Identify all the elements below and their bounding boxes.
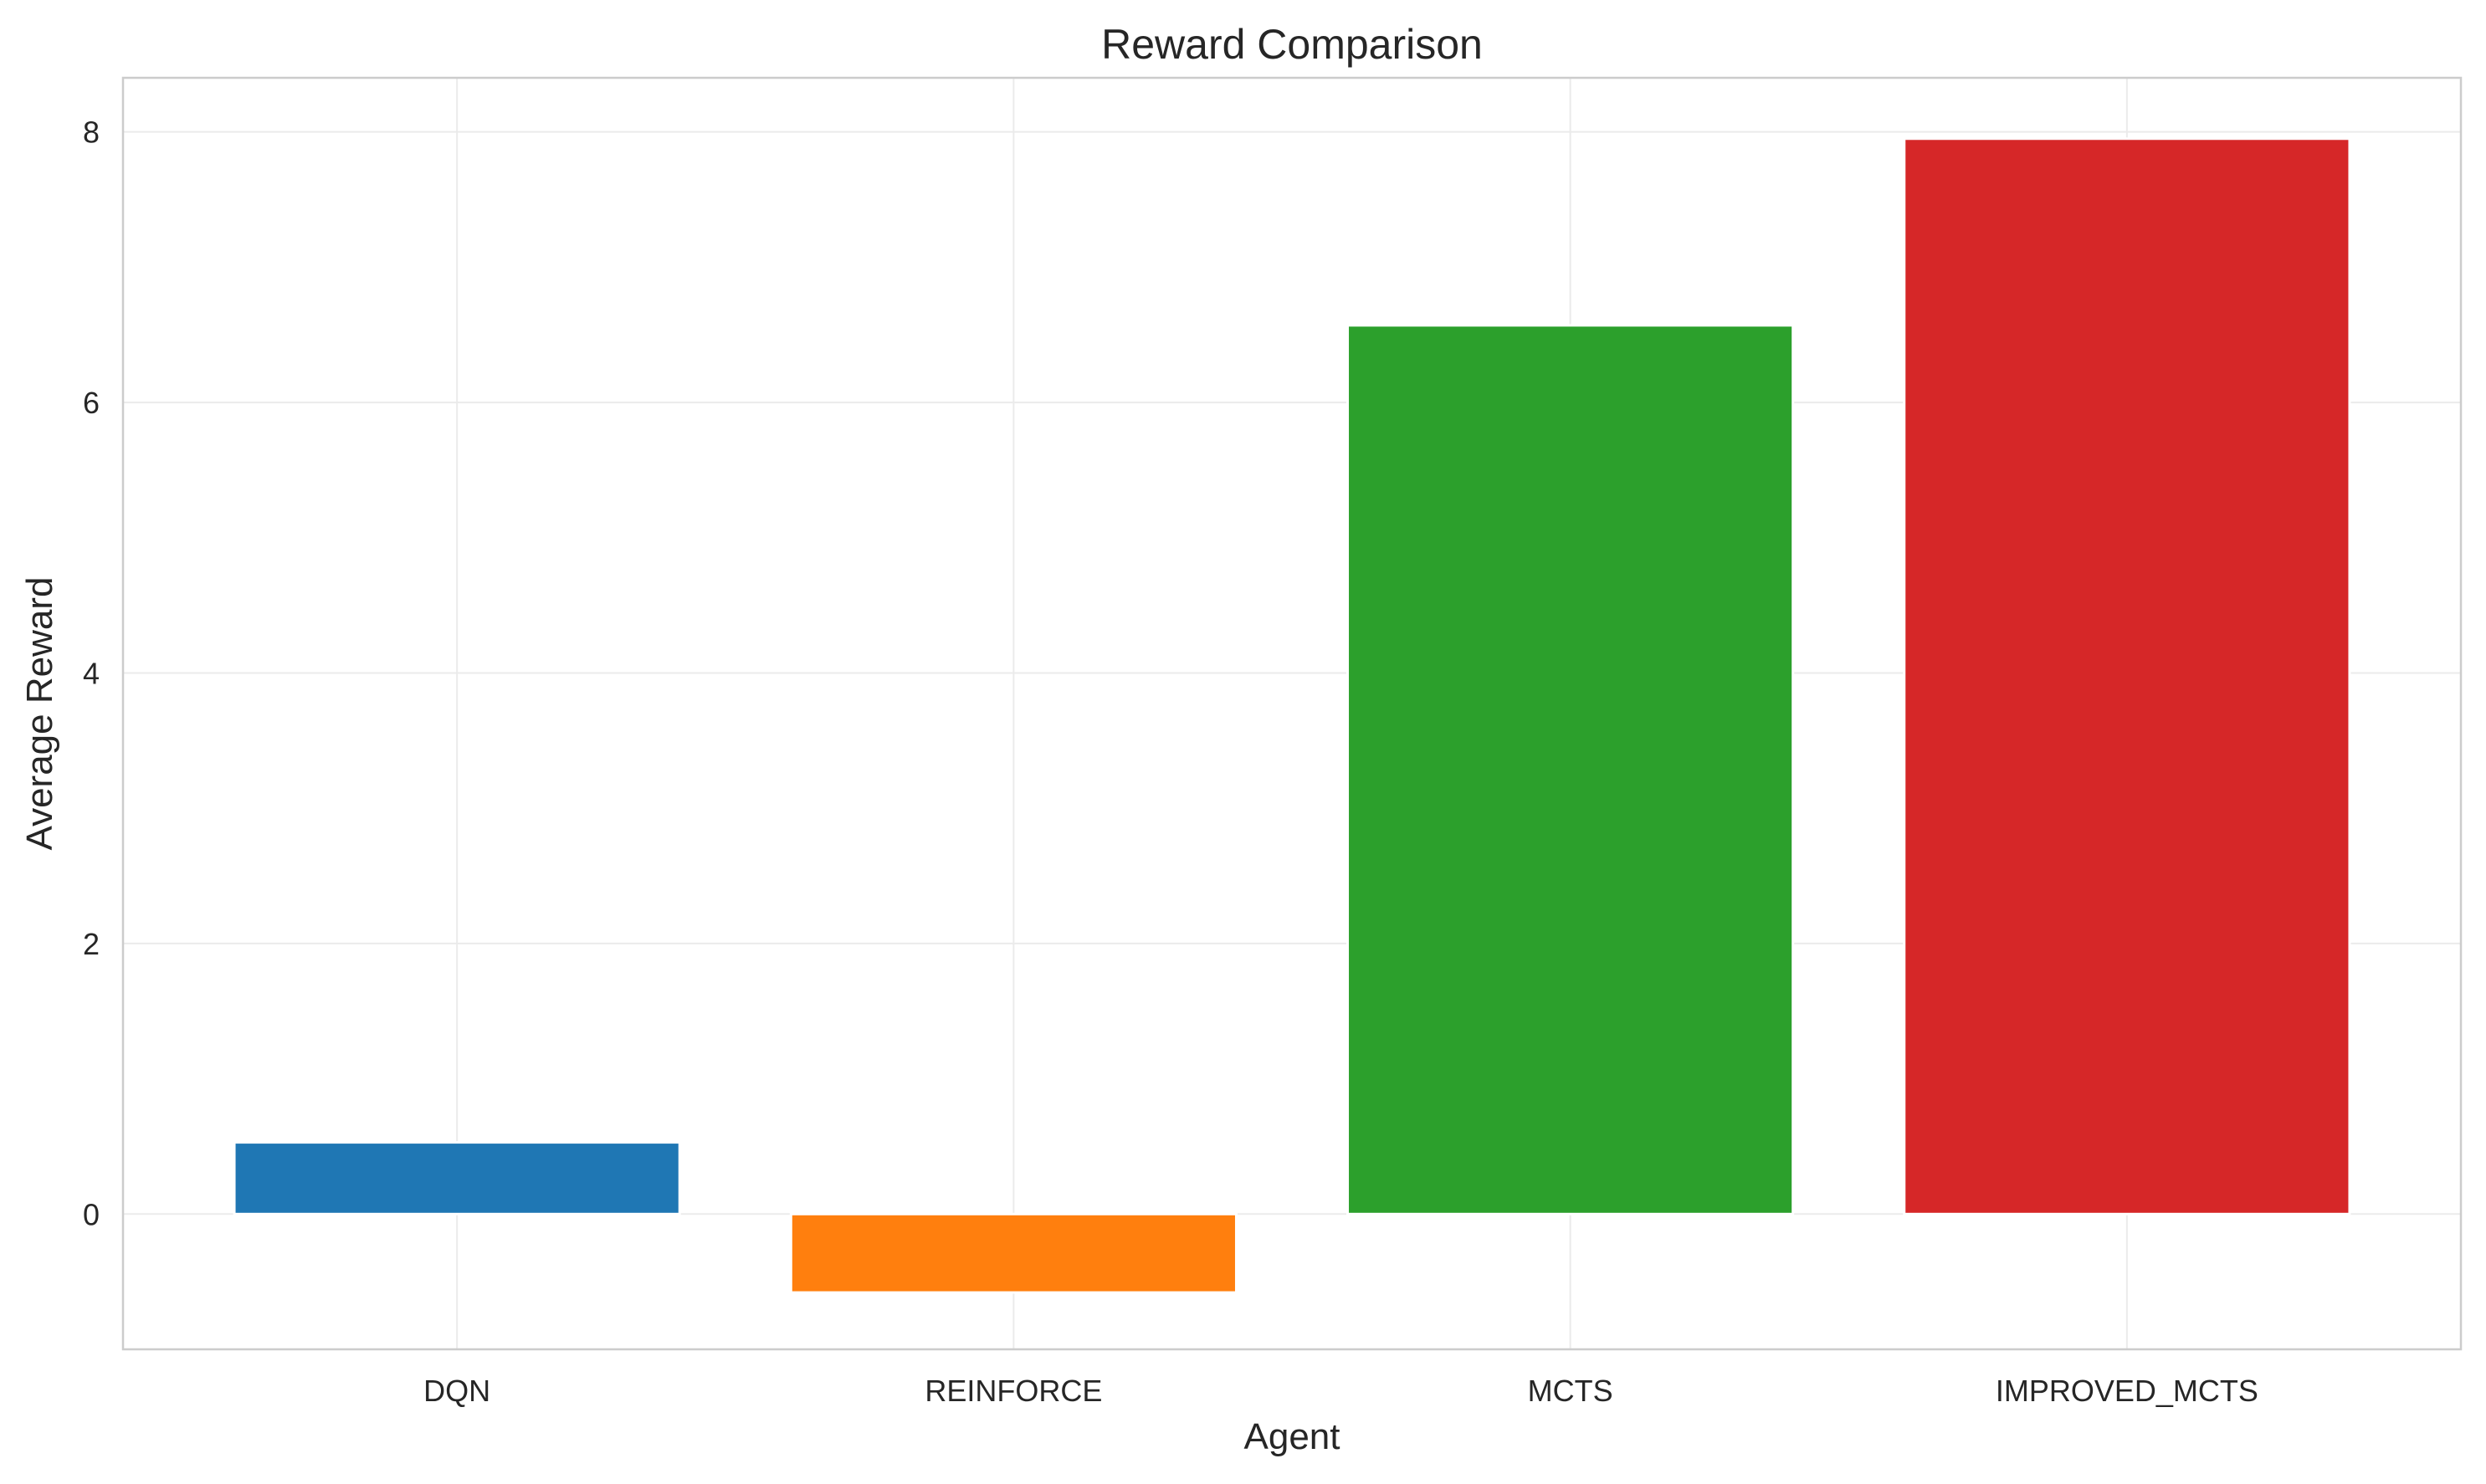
y-tick-label: 8 — [83, 115, 100, 150]
x-tick-labels: DQN REINFORCE MCTS IMPROVED_MCTS — [423, 1374, 2258, 1408]
y-tick-labels: 0 2 4 6 8 — [83, 115, 100, 1232]
x-tick-label: IMPROVED_MCTS — [1996, 1374, 2258, 1408]
x-tick-label: REINFORCE — [925, 1374, 1102, 1408]
x-tick-label: DQN — [423, 1374, 490, 1408]
y-tick-label: 6 — [83, 386, 100, 420]
chart-title: Reward Comparison — [1101, 21, 1483, 68]
bar-dqn — [233, 1141, 681, 1215]
bars — [233, 137, 2351, 1294]
x-axis-label: Agent — [1244, 1416, 1340, 1457]
y-tick-label: 4 — [83, 656, 100, 690]
bar-reinforce — [789, 1212, 1238, 1294]
y-axis-label: Average Reward — [19, 577, 60, 851]
x-tick-label: MCTS — [1528, 1374, 1613, 1408]
plot-frame — [121, 76, 2463, 1351]
bar-improved-mcts — [1903, 137, 2351, 1215]
y-tick-label: 0 — [83, 1197, 100, 1231]
y-tick-label: 2 — [83, 927, 100, 961]
bar-mcts — [1346, 324, 1795, 1215]
